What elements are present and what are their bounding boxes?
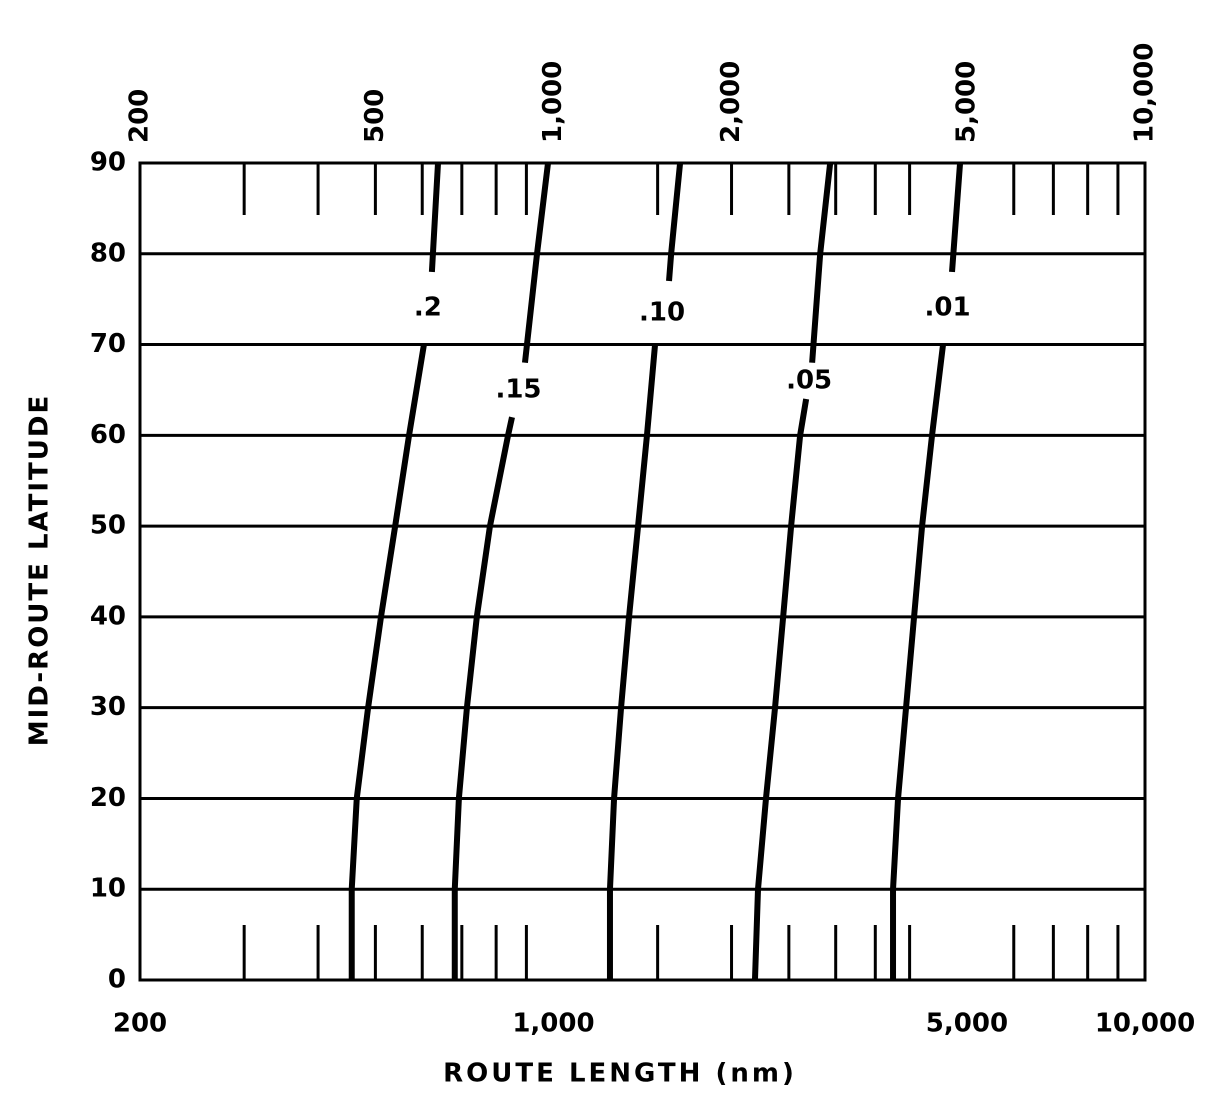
plot-frame — [138, 161, 1147, 982]
x-top-tick-label: 10,000 — [1130, 43, 1160, 143]
curve — [348, 162, 442, 980]
curve — [890, 162, 964, 980]
curve-label: .2 — [414, 293, 442, 323]
x-top-tick-label: 5,000 — [951, 61, 981, 143]
curve — [451, 162, 551, 980]
x-tick-label: 1,000 — [512, 1009, 594, 1039]
x-top-tick-label: 500 — [360, 89, 390, 143]
x-tick-label: 200 — [113, 1009, 167, 1039]
curve — [606, 162, 684, 980]
x-top-tick-label: 1,000 — [538, 61, 568, 143]
curve-label: .10 — [639, 297, 685, 327]
y-tick-label: 10 — [90, 874, 126, 904]
y-tick-label: 20 — [90, 783, 126, 813]
y-tick-label: 70 — [90, 329, 126, 359]
x-top-tick-label: 200 — [125, 89, 155, 143]
y-tick-label: 50 — [90, 511, 126, 541]
y-axis-label: MID-ROUTE LATITUDE — [25, 394, 55, 746]
curve-label: .05 — [786, 365, 832, 395]
curve — [751, 162, 834, 981]
y-tick-label: 40 — [90, 601, 126, 631]
y-tick-label: 60 — [90, 420, 126, 450]
curve-label: .01 — [924, 293, 970, 323]
y-tick-label: 0 — [108, 965, 126, 995]
x-tick-label: 10,000 — [1095, 1009, 1195, 1039]
x-top-tick-label: 2,000 — [716, 61, 746, 143]
x-axis-label: ROUTE LENGTH (nm) — [443, 1059, 797, 1089]
curve-label: .15 — [495, 374, 541, 404]
y-tick-label: 90 — [90, 148, 126, 178]
y-tick-label: 80 — [90, 238, 126, 268]
y-tick-label: 30 — [90, 692, 126, 722]
x-tick-label: 5,000 — [926, 1009, 1008, 1039]
